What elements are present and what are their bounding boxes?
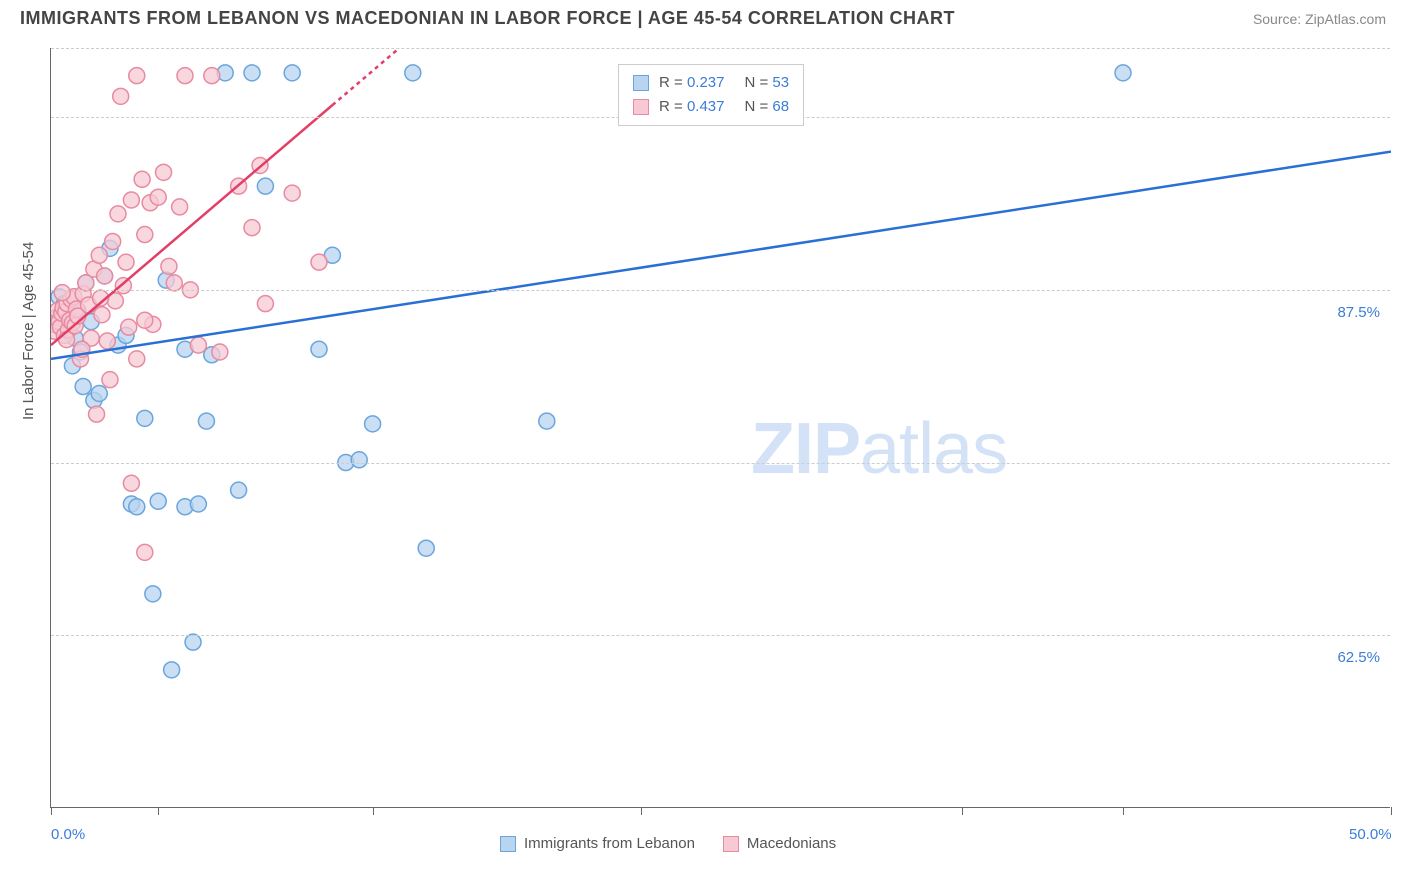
x-tick	[158, 807, 159, 815]
data-point	[204, 68, 220, 84]
trend-line	[51, 152, 1391, 359]
data-point	[257, 296, 273, 312]
legend-swatch	[723, 836, 739, 852]
legend-r-label: R = 0.437	[659, 95, 724, 119]
data-point	[365, 416, 381, 432]
data-point	[99, 333, 115, 349]
chart-plot-area: ZIPatlas 62.5%87.5%0.0%50.0%R = 0.237N =…	[50, 48, 1390, 808]
data-point	[190, 337, 206, 353]
data-point	[91, 247, 107, 263]
data-point	[405, 65, 421, 81]
data-point	[105, 233, 121, 249]
data-point	[284, 65, 300, 81]
data-point	[161, 258, 177, 274]
x-tick	[373, 807, 374, 815]
data-point	[91, 385, 107, 401]
data-point	[123, 475, 139, 491]
y-tick-label: 87.5%	[1337, 304, 1380, 321]
data-point	[97, 268, 113, 284]
data-point	[190, 496, 206, 512]
data-point	[231, 482, 247, 498]
x-tick	[1123, 807, 1124, 815]
chart-title: IMMIGRANTS FROM LEBANON VS MACEDONIAN IN…	[20, 8, 955, 29]
legend-label: Immigrants from Lebanon	[524, 835, 695, 852]
data-point	[539, 413, 555, 429]
data-point	[172, 199, 188, 215]
data-point	[137, 227, 153, 243]
x-tick	[51, 807, 52, 815]
y-tick-label: 62.5%	[1337, 649, 1380, 666]
data-point	[94, 307, 110, 323]
legend-n-label: N = 53	[744, 71, 789, 95]
data-point	[311, 254, 327, 270]
data-point	[123, 192, 139, 208]
data-point	[137, 544, 153, 560]
data-point	[177, 68, 193, 84]
data-point	[198, 413, 214, 429]
data-point	[311, 341, 327, 357]
scatter-svg	[51, 48, 1391, 808]
gridline-h	[51, 48, 1390, 49]
trend-line-dashed	[332, 48, 399, 105]
source-label: Source: ZipAtlas.com	[1253, 11, 1386, 27]
data-point	[212, 344, 228, 360]
data-point	[244, 65, 260, 81]
data-point	[113, 88, 129, 104]
legend-stats-row: R = 0.437 N = 68	[633, 95, 789, 119]
data-point	[257, 178, 273, 194]
data-point	[166, 275, 182, 291]
data-point	[1115, 65, 1131, 81]
data-point	[110, 206, 126, 222]
data-point	[137, 410, 153, 426]
legend-swatch	[633, 99, 649, 115]
gridline-h	[51, 635, 1390, 636]
data-point	[59, 332, 75, 348]
data-point	[185, 634, 201, 650]
legend-label: Macedonians	[747, 835, 836, 852]
legend-stats-row: R = 0.237 N = 53	[633, 71, 789, 95]
data-point	[164, 662, 180, 678]
data-point	[129, 499, 145, 515]
data-point	[54, 285, 70, 301]
data-point	[118, 254, 134, 270]
y-axis-label: In Labor Force | Age 45-54	[20, 242, 37, 420]
data-point	[284, 185, 300, 201]
trend-line	[51, 105, 332, 345]
data-point	[244, 220, 260, 236]
data-point	[129, 351, 145, 367]
legend-item: Immigrants from Lebanon	[500, 835, 695, 852]
x-tick-label: 50.0%	[1349, 826, 1392, 843]
data-point	[137, 312, 153, 328]
data-point	[89, 406, 105, 422]
legend-bottom: Immigrants from Lebanon Macedonians	[500, 835, 836, 852]
x-tick-label: 0.0%	[51, 826, 85, 843]
legend-r-label: R = 0.237	[659, 71, 724, 95]
data-point	[351, 452, 367, 468]
legend-stats: R = 0.237 N = 53 R = 0.437 N = 68	[618, 64, 804, 126]
data-point	[145, 586, 161, 602]
gridline-h	[51, 290, 1390, 291]
chart-header: IMMIGRANTS FROM LEBANON VS MACEDONIAN IN…	[0, 0, 1406, 41]
legend-item: Macedonians	[723, 835, 836, 852]
data-point	[75, 379, 91, 395]
gridline-h	[51, 463, 1390, 464]
data-point	[150, 493, 166, 509]
data-point	[102, 372, 118, 388]
x-tick	[641, 807, 642, 815]
x-tick	[1391, 807, 1392, 815]
legend-swatch	[500, 836, 516, 852]
data-point	[129, 68, 145, 84]
data-point	[121, 319, 137, 335]
x-tick	[962, 807, 963, 815]
legend-n-label: N = 68	[744, 95, 789, 119]
legend-swatch	[633, 75, 649, 91]
data-point	[134, 171, 150, 187]
data-point	[418, 540, 434, 556]
data-point	[150, 189, 166, 205]
data-point	[156, 164, 172, 180]
